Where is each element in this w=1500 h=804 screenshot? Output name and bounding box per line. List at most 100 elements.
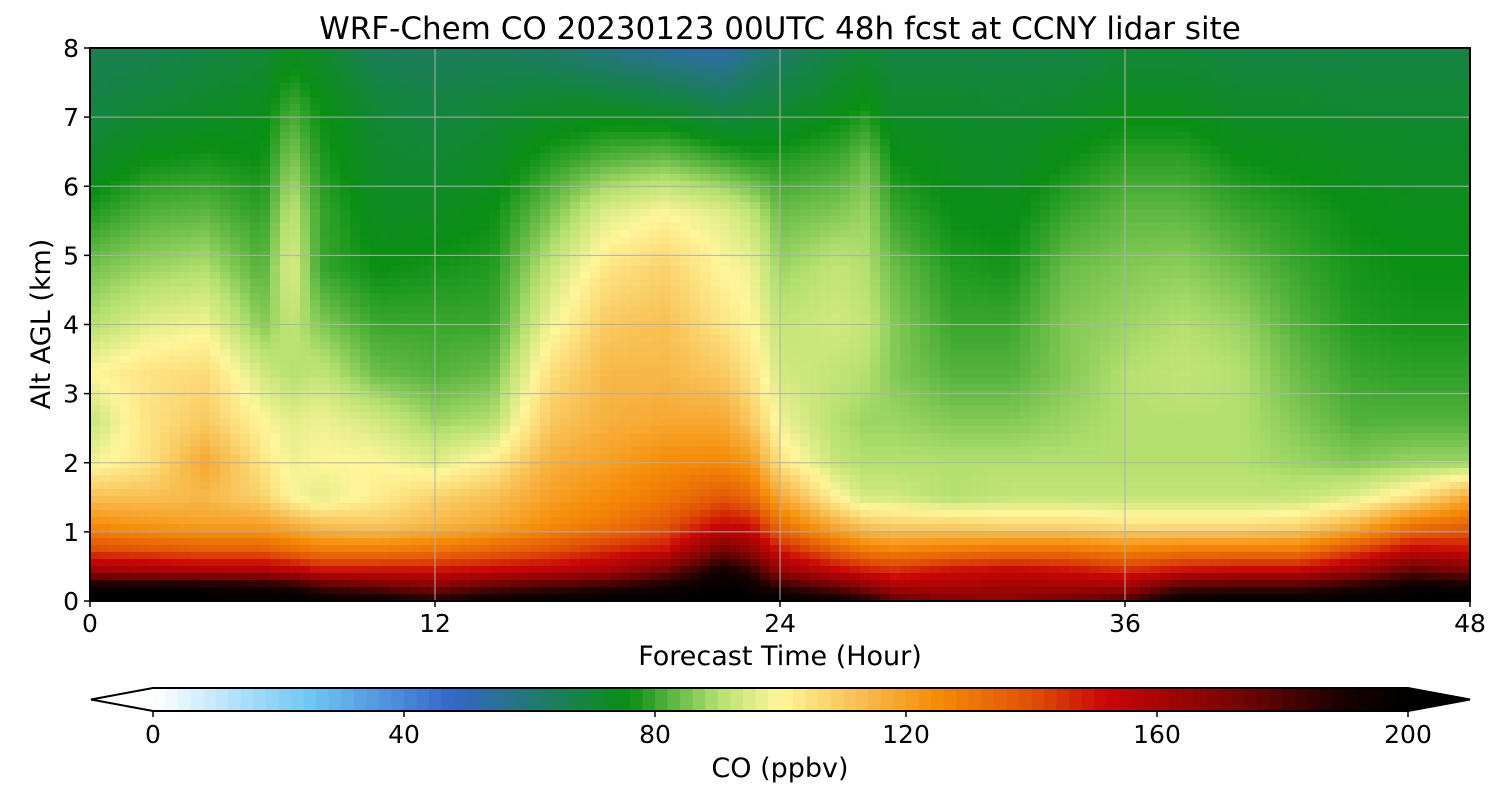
- contour-cell: [190, 482, 201, 490]
- contour-cell: [630, 552, 641, 560]
- contour-cell: [560, 468, 571, 476]
- contour-cell: [130, 90, 141, 98]
- contour-cell: [550, 55, 561, 63]
- contour-cell: [100, 97, 111, 105]
- contour-cell: [680, 272, 691, 280]
- contour-cell: [210, 132, 221, 140]
- contour-cell: [190, 454, 201, 462]
- contour-cell: [460, 139, 471, 147]
- contour-cell: [380, 132, 391, 140]
- contour-cell: [320, 230, 331, 238]
- contour-cell: [670, 48, 681, 56]
- contour-cell: [640, 335, 651, 343]
- contour-cell: [530, 461, 541, 469]
- contour-cell: [690, 118, 701, 126]
- contour-cell: [400, 531, 411, 539]
- contour-cell: [470, 153, 481, 161]
- contour-cell: [170, 454, 181, 462]
- contour-cell: [590, 230, 601, 238]
- contour-cell: [250, 181, 261, 189]
- contour-cell: [620, 349, 631, 357]
- contour-cell: [180, 594, 191, 601]
- contour-cell: [540, 209, 551, 217]
- contour-cell: [640, 461, 651, 469]
- contour-cell: [320, 195, 331, 203]
- contour-cell: [580, 265, 591, 273]
- contour-cell: [660, 398, 671, 406]
- contour-cell: [530, 384, 541, 392]
- contour-cell: [510, 377, 521, 385]
- contour-cell: [690, 314, 701, 322]
- contour-cell: [130, 279, 141, 287]
- contour-cell: [210, 384, 221, 392]
- contour-cell: [240, 433, 251, 441]
- contour-cell: [240, 251, 251, 259]
- contour-cell: [150, 594, 161, 601]
- contour-cell: [110, 475, 121, 483]
- contour-cell: [460, 405, 471, 413]
- contour-cell: [120, 468, 131, 476]
- contour-cell: [600, 335, 611, 343]
- contour-cell: [100, 244, 111, 252]
- contour-cell: [330, 258, 341, 266]
- contour-cell: [90, 559, 101, 567]
- contour-cell: [540, 118, 551, 126]
- contour-cell: [660, 132, 671, 140]
- contour-cell: [670, 391, 681, 399]
- contour-cell: [250, 426, 261, 434]
- contour-cell: [190, 181, 201, 189]
- contour-cell: [260, 125, 271, 133]
- contour-cell: [130, 349, 141, 357]
- contour-cell: [210, 356, 221, 364]
- contour-cell: [300, 111, 311, 119]
- contour-cell: [440, 342, 451, 350]
- contour-cell: [630, 433, 641, 441]
- contour-cell: [370, 398, 381, 406]
- contour-cell: [290, 461, 301, 469]
- contour-cell: [290, 433, 301, 441]
- contour-cell: [170, 405, 181, 413]
- contour-cell: [450, 391, 461, 399]
- contour-cell: [240, 286, 251, 294]
- contour-cell: [700, 545, 711, 553]
- contour-cell: [540, 405, 551, 413]
- contour-cell: [180, 132, 191, 140]
- contour-cell: [510, 594, 521, 601]
- contour-cell: [690, 279, 701, 287]
- contour-cell: [580, 195, 591, 203]
- contour-cell: [420, 489, 431, 497]
- contour-cell: [700, 195, 711, 203]
- contour-cell: [590, 538, 601, 546]
- contour-cell: [480, 356, 491, 364]
- contour-cell: [210, 433, 221, 441]
- contour-cell: [180, 419, 191, 427]
- contour-cell: [160, 503, 171, 511]
- contour-cell: [130, 363, 141, 371]
- contour-cell: [280, 342, 291, 350]
- contour-cell: [630, 195, 641, 203]
- contour-cell: [560, 580, 571, 588]
- contour-cell: [570, 454, 581, 462]
- contour-cell: [460, 244, 471, 252]
- contour-cell: [320, 216, 331, 224]
- contour-cell: [460, 104, 471, 112]
- contour-cell: [100, 153, 111, 161]
- contour-cell: [450, 566, 461, 574]
- contour-cell: [640, 559, 651, 567]
- contour-cell: [340, 188, 351, 196]
- contour-cell: [150, 370, 161, 378]
- contour-cell: [150, 517, 161, 525]
- contour-cell: [610, 62, 621, 70]
- contour-cell: [370, 244, 381, 252]
- contour-cell: [630, 391, 641, 399]
- contour-cell: [140, 538, 151, 546]
- contour-cell: [670, 538, 681, 546]
- contour-cell: [550, 454, 561, 462]
- contour-cell: [210, 48, 221, 56]
- contour-cell: [140, 335, 151, 343]
- contour-cell: [600, 118, 611, 126]
- contour-cell: [380, 566, 391, 574]
- contour-cell: [160, 62, 171, 70]
- contour-cell: [690, 461, 701, 469]
- contour-cell: [310, 440, 321, 448]
